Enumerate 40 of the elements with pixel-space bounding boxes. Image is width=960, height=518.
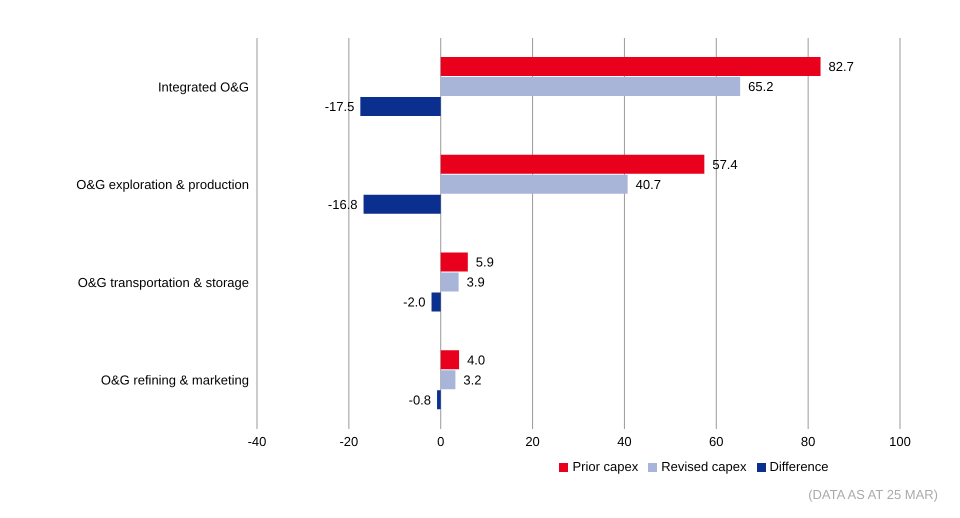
data-label: -16.8 [328, 196, 358, 212]
data-label: 3.2 [463, 372, 482, 388]
data-label: -0.8 [408, 392, 432, 408]
bar [364, 194, 441, 214]
text: (DATA AS AT 25 MAR) [808, 487, 938, 502]
data-label: 4.0 [467, 352, 486, 368]
x-tick-label: 0 [437, 434, 444, 450]
bar [440, 370, 456, 390]
bar [440, 77, 740, 96]
bar [360, 97, 441, 116]
x-tick-label: -40 [248, 434, 266, 450]
data-label: 5.9 [476, 254, 494, 270]
data-label: -17.5 [324, 99, 354, 114]
legend-label: Difference [770, 459, 829, 474]
y-tick-label: O&G exploration & production [76, 177, 249, 192]
legend-label: Revised capex [661, 459, 746, 474]
x-tick-label: 60 [709, 434, 724, 450]
data-label: -2.0 [403, 294, 426, 310]
bar [440, 272, 459, 292]
bar [440, 252, 468, 272]
data-label: 57.4 [712, 156, 738, 172]
data-label: 3.9 [466, 274, 485, 290]
x-tick-label: 100 [889, 434, 911, 450]
bar [432, 292, 441, 312]
x-tick-label: 80 [800, 434, 816, 450]
bar [440, 154, 704, 174]
x-tick-label: 40 [617, 434, 632, 450]
bar [437, 390, 441, 410]
bar [440, 57, 821, 76]
data-label: 65.2 [748, 79, 774, 94]
bar [440, 174, 628, 194]
y-tick-label: O&G transportation & storage [78, 274, 249, 290]
data-label: 82.7 [828, 59, 854, 74]
y-tick-label: O&G refining & marketing [100, 372, 249, 388]
y-tick-label: Integrated O&G [158, 79, 249, 94]
bar [440, 350, 460, 370]
data-label: 40.7 [636, 176, 661, 192]
legend-label: Prior capex [572, 459, 638, 474]
x-tick-label: -20 [339, 434, 358, 450]
x-tick-label: 20 [525, 434, 540, 450]
